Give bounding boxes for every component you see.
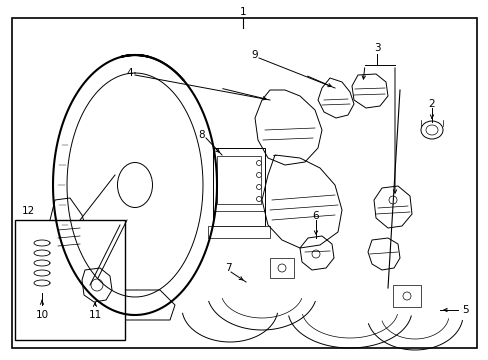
Text: 1: 1: [239, 7, 246, 17]
Text: 3: 3: [373, 43, 380, 53]
Text: 6: 6: [312, 211, 319, 221]
Bar: [207, 226, 269, 238]
Bar: [213, 148, 264, 226]
Text: 12: 12: [21, 206, 35, 216]
Circle shape: [256, 172, 261, 177]
Ellipse shape: [420, 121, 442, 139]
Circle shape: [91, 279, 103, 291]
Text: 11: 11: [88, 310, 102, 320]
Circle shape: [402, 292, 410, 300]
Ellipse shape: [425, 125, 437, 135]
Bar: [269, 258, 293, 278]
Text: 5: 5: [461, 305, 468, 315]
Circle shape: [311, 250, 319, 258]
Circle shape: [256, 161, 261, 166]
Text: 7: 7: [224, 263, 231, 273]
Circle shape: [388, 196, 396, 204]
Circle shape: [256, 197, 261, 202]
Bar: [15, 220, 125, 340]
Ellipse shape: [117, 162, 152, 207]
Circle shape: [278, 264, 285, 272]
Bar: [392, 285, 420, 307]
Bar: [217, 156, 261, 204]
Text: 4: 4: [126, 68, 133, 78]
Circle shape: [256, 184, 261, 189]
Text: 10: 10: [35, 310, 48, 320]
Text: 2: 2: [428, 99, 434, 109]
Text: 9: 9: [251, 50, 258, 60]
Text: 8: 8: [198, 130, 205, 140]
